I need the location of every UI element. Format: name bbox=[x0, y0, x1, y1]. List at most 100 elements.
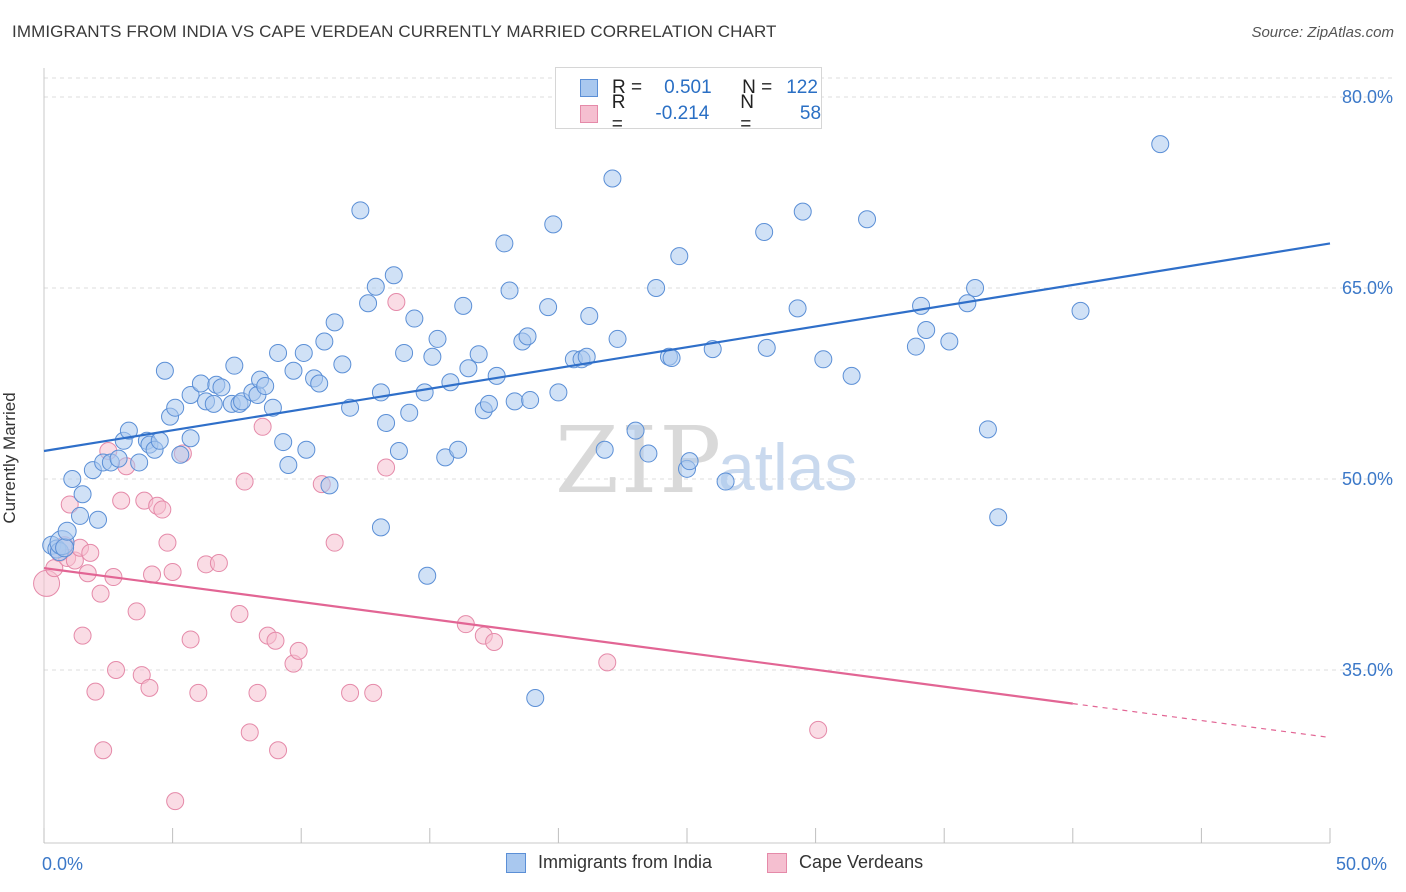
india-point bbox=[423, 347, 442, 366]
india-point bbox=[441, 373, 460, 392]
india-point bbox=[793, 202, 812, 221]
x-tick-label-min: 0.0% bbox=[42, 854, 84, 874]
cape-verdeans-point bbox=[153, 500, 172, 519]
india-point bbox=[89, 510, 108, 529]
india-point bbox=[449, 440, 468, 459]
india-point bbox=[130, 453, 149, 472]
india-point bbox=[639, 444, 658, 463]
cape-verdeans-point bbox=[189, 683, 208, 702]
legend-row-india: R = 0.501 N = 122 bbox=[580, 76, 818, 100]
india-point bbox=[297, 440, 316, 459]
cape-verdeans-r-value: -0.214 bbox=[655, 103, 710, 124]
india-swatch bbox=[580, 79, 598, 97]
india-point bbox=[608, 329, 627, 348]
source-label: Source: ZipAtlas.com bbox=[1251, 24, 1394, 41]
cape-verdeans-points bbox=[33, 293, 828, 811]
x-tick-label-max: 50.0% bbox=[1336, 854, 1388, 874]
india-point bbox=[150, 431, 169, 450]
cape-verdeans-trend-line bbox=[43, 567, 1073, 705]
india-points bbox=[42, 135, 1170, 708]
india-point bbox=[469, 345, 488, 364]
stats-legend: R = 0.501 N = 122 R = -0.214 N = 58 bbox=[555, 67, 822, 135]
cape-verdeans-point bbox=[377, 458, 396, 477]
legend-item-india: Immigrants from India bbox=[506, 852, 712, 873]
cape-verdeans-point bbox=[266, 631, 285, 650]
india-point bbox=[415, 383, 434, 402]
india-point bbox=[989, 508, 1008, 527]
india-point bbox=[917, 321, 936, 340]
watermark-atlas: atlas bbox=[718, 430, 857, 504]
y-tick-label-80: 80.0% bbox=[1342, 87, 1393, 107]
cape-verdeans-point bbox=[230, 604, 249, 623]
india-point bbox=[814, 350, 833, 369]
cape-verdeans-trend-extension bbox=[1072, 703, 1331, 739]
india-point bbox=[549, 383, 568, 402]
india-point bbox=[858, 210, 877, 229]
india-legend-swatch bbox=[506, 852, 526, 873]
india-point bbox=[518, 327, 537, 346]
india-point bbox=[256, 377, 275, 396]
india-point bbox=[263, 398, 282, 417]
india-point bbox=[539, 298, 558, 317]
india-point bbox=[279, 455, 298, 474]
india-point bbox=[366, 277, 385, 296]
axes bbox=[43, 68, 1331, 844]
cape-verdeans-point bbox=[809, 720, 828, 739]
india-point bbox=[325, 313, 344, 332]
india-point bbox=[544, 215, 563, 234]
india-point bbox=[181, 429, 200, 448]
y-tick-label-35: 35.0% bbox=[1342, 660, 1393, 680]
india-point bbox=[595, 440, 614, 459]
cape-verdeans-point bbox=[240, 723, 259, 742]
cape-verdeans-point bbox=[73, 626, 92, 645]
india-point bbox=[454, 296, 473, 315]
india-point bbox=[418, 566, 437, 585]
india-point bbox=[906, 337, 925, 356]
india-point bbox=[371, 518, 390, 537]
chart-title: IMMIGRANTS FROM INDIA VS CAPE VERDEAN CU… bbox=[12, 22, 777, 41]
y-tick-labels: 35.0% 50.0% 65.0% 80.0% bbox=[1342, 87, 1393, 680]
cape-verdeans-point bbox=[289, 641, 308, 660]
india-point bbox=[109, 449, 128, 468]
cape-verdeans-n-value: 58 bbox=[799, 103, 822, 124]
cape-verdeans-point bbox=[127, 602, 146, 621]
india-point bbox=[978, 420, 997, 439]
india-point bbox=[580, 307, 599, 326]
india-point bbox=[912, 296, 931, 315]
india-point bbox=[1071, 301, 1090, 320]
cape-verdeans-point bbox=[364, 683, 383, 702]
cape-verdeans-point bbox=[166, 792, 185, 811]
india-point bbox=[521, 391, 540, 410]
india-point bbox=[274, 433, 293, 452]
india-point bbox=[341, 398, 360, 417]
legend-item-cape-verdeans: Cape Verdeans bbox=[767, 852, 923, 873]
india-point bbox=[716, 472, 735, 491]
india-point bbox=[428, 329, 447, 348]
india-point bbox=[389, 441, 408, 460]
india-point bbox=[395, 343, 414, 362]
india-r-value: 0.501 bbox=[664, 77, 712, 98]
cape-verdeans-point bbox=[325, 533, 344, 552]
india-point bbox=[269, 343, 288, 362]
cape-verdeans-point bbox=[81, 543, 100, 562]
india-point bbox=[703, 340, 722, 359]
cape-verdeans-point bbox=[94, 741, 113, 760]
cape-verdeans-point bbox=[107, 661, 126, 679]
cape-verdeans-point bbox=[181, 630, 200, 649]
india-point bbox=[359, 294, 378, 313]
y-tick-label-65: 65.0% bbox=[1342, 278, 1393, 298]
india-point bbox=[73, 485, 92, 504]
india-point bbox=[55, 538, 75, 558]
india-point bbox=[384, 266, 403, 285]
india-point bbox=[310, 374, 329, 393]
india-point bbox=[479, 394, 498, 413]
india-point bbox=[526, 689, 545, 708]
india-point bbox=[333, 355, 352, 374]
trend-lines bbox=[43, 242, 1331, 739]
cape-verdeans-point bbox=[253, 417, 272, 436]
india-point bbox=[670, 247, 689, 266]
cape-verdeans-point bbox=[143, 565, 162, 584]
india-point bbox=[57, 521, 77, 541]
y-tick-label-50: 50.0% bbox=[1342, 469, 1393, 489]
legend-row-cape-verdeans: R = -0.214 N = 58 bbox=[580, 92, 822, 135]
